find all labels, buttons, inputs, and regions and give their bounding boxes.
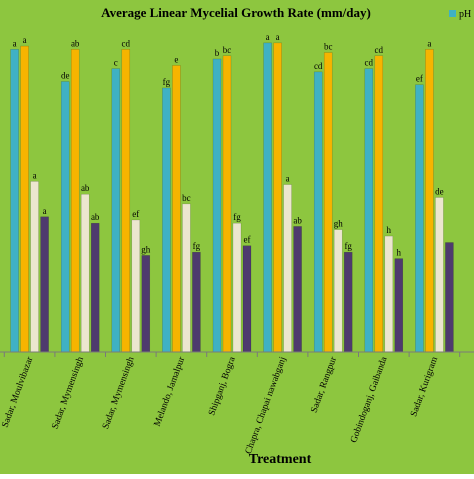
bar-label-s2-c4: bc xyxy=(182,193,191,203)
bar-s0-c3 xyxy=(111,68,121,353)
bar-s3-c9 xyxy=(445,242,454,353)
bar-label-s2-c5: fg xyxy=(233,212,241,222)
bar-label-s2-c1: a xyxy=(33,170,37,180)
bar-s2-c9 xyxy=(435,197,444,353)
bar-s1-c9 xyxy=(425,49,434,353)
bar-s3-c1 xyxy=(40,216,49,353)
bar-label-s2-c3: ef xyxy=(132,209,139,219)
bar-s1-c7 xyxy=(323,52,333,353)
bar-label-s1-c2: ab xyxy=(71,38,80,48)
bar-s0-c1 xyxy=(10,49,19,353)
bar-label-s1-c4: e xyxy=(174,54,178,64)
bar-s2-c1 xyxy=(30,181,39,353)
bars-layer xyxy=(10,42,454,353)
bar-label-s1-c9: a xyxy=(427,38,431,48)
bar-label-s0-c3: c xyxy=(114,58,118,68)
bar-label-s3-c3: gh xyxy=(141,244,151,254)
x-ticks-layer xyxy=(3,352,461,357)
bar-s2-c8 xyxy=(384,235,394,353)
bar-s0-c6 xyxy=(263,42,272,353)
bar-label-s3-c2: ab xyxy=(91,212,100,222)
legend: pH xyxy=(449,9,471,20)
bar-s1-c5 xyxy=(222,55,232,353)
bar-s2-c2 xyxy=(80,193,90,353)
bar-s0-c9 xyxy=(415,84,424,353)
bar-label-s0-c1: a xyxy=(13,38,17,48)
bar-s0-c8 xyxy=(364,68,374,353)
bar-label-s3-c4: fg xyxy=(193,241,201,251)
bar-label-s0-c6: a xyxy=(266,32,270,42)
bar-s2-c4 xyxy=(182,203,191,353)
bar-label-s0-c8: cd xyxy=(365,58,374,68)
bar-label-s0-c4: fg xyxy=(163,77,171,87)
bar-s3-c2 xyxy=(90,222,100,353)
bar-label-s1-c1: a xyxy=(23,35,27,45)
bar-label-s3-c5: ef xyxy=(244,235,251,245)
bar-label-s3-c7: fg xyxy=(344,241,352,251)
chart-title: Average Linear Mycelial Growth Rate (mm/… xyxy=(101,5,371,20)
bar-label-s0-c5: b xyxy=(215,48,220,58)
bar-label-s3-c6: ab xyxy=(293,215,302,225)
bar-s0-c4 xyxy=(162,87,171,353)
bar-s3-c3 xyxy=(141,255,151,353)
legend-entry-ph: pH xyxy=(459,9,471,20)
bar-labels-layer: deababaaaadeabababccdefghfgebcfgbbcfgefa… xyxy=(13,32,444,258)
bar-s2-c7 xyxy=(333,229,343,353)
bar-label-s0-c2: de xyxy=(61,71,70,81)
bar-s2-c3 xyxy=(131,219,141,353)
bar-label-s3-c1: a xyxy=(43,206,47,216)
bar-s0-c7 xyxy=(313,71,323,353)
x-axis-label: Treatment xyxy=(249,452,312,467)
bar-s0-c5 xyxy=(212,58,222,353)
bar-s1-c8 xyxy=(374,55,384,353)
bar-label-s2-c6: a xyxy=(286,174,290,184)
bar-s1-c1 xyxy=(20,45,29,353)
bar-label-s1-c6: a xyxy=(276,32,280,42)
bar-s0-c2 xyxy=(60,81,70,353)
legend-swatch-ph xyxy=(449,10,456,17)
bar-s3-c5 xyxy=(242,245,252,353)
bar-label-s1-c3: cd xyxy=(122,38,131,48)
bar-s1-c3 xyxy=(121,49,131,353)
bar-label-s1-c8: cd xyxy=(375,45,384,55)
bar-s1-c4 xyxy=(172,65,181,353)
bar-label-s1-c5: bc xyxy=(223,45,232,55)
bar-label-s0-c9: ef xyxy=(416,74,423,84)
bar-label-s0-c7: cd xyxy=(314,61,323,71)
bar-label-s2-c7: gh xyxy=(334,219,344,229)
bar-s3-c6 xyxy=(293,226,302,353)
bar-s2-c5 xyxy=(232,222,242,353)
bar-label-s1-c7: bc xyxy=(324,42,333,52)
bar-s1-c2 xyxy=(70,49,80,353)
bar-label-s2-c9: de xyxy=(435,186,444,196)
bar-label-s2-c2: ab xyxy=(81,183,90,193)
bar-s3-c4 xyxy=(192,251,201,353)
bar-s3-c7 xyxy=(343,251,353,353)
bar-label-s2-c8: h xyxy=(387,225,392,235)
bar-s3-c8 xyxy=(394,258,404,353)
bar-label-s3-c8: h xyxy=(397,248,402,258)
bar-s1-c6 xyxy=(273,42,282,353)
bar-s2-c6 xyxy=(283,184,292,353)
